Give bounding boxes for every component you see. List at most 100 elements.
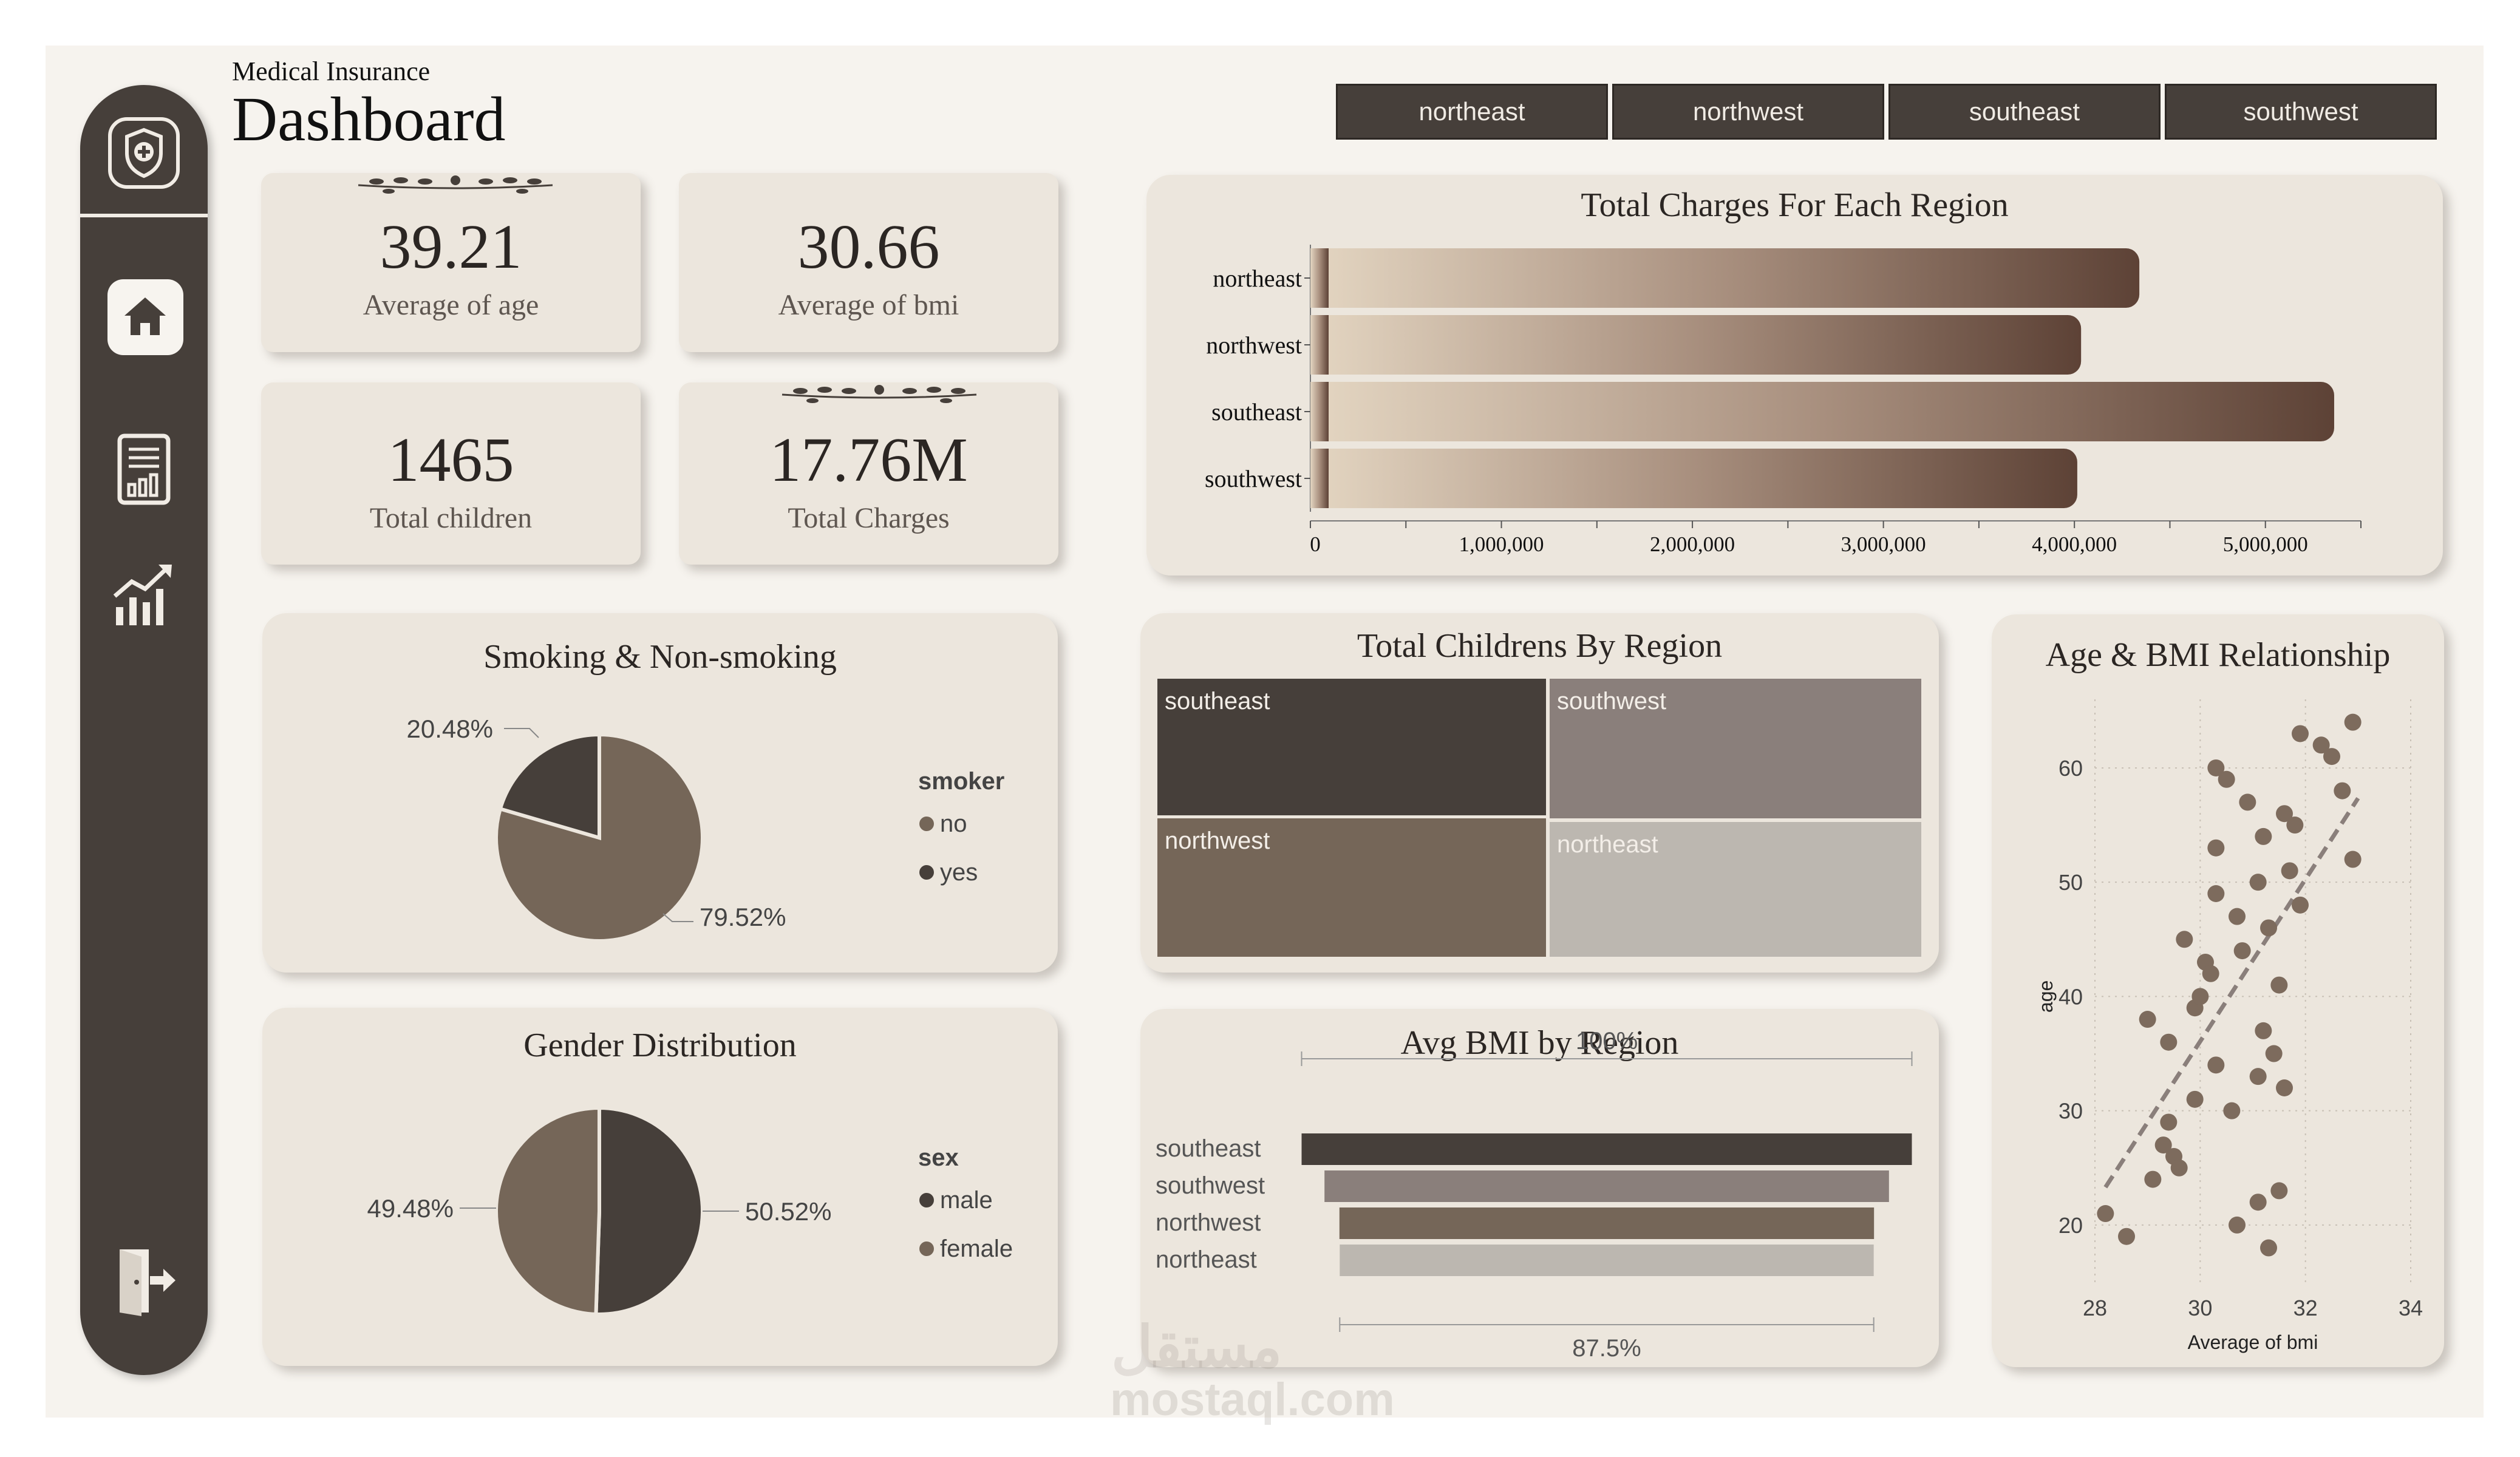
age-bmi-card: Age & BMI Relationship 20 30 40 50 60 28 30 32 3…: [1992, 614, 2444, 1367]
x-tick-label: 0: [1310, 532, 1321, 556]
scatter-point: [2176, 931, 2193, 948]
y-tick-label: 20: [2059, 1213, 2083, 1238]
gender-pie-chart: 50.52% 49.48% sex male female: [367, 1105, 1013, 1317]
kpi-value: 30.66: [797, 212, 940, 282]
funnel-bottom-label: 87.5%: [1572, 1335, 1641, 1362]
scatter-point: [2202, 965, 2219, 982]
scatter-point: [2207, 839, 2225, 857]
scatter-point: [2286, 817, 2304, 834]
age-bmi-scatter: 20 30 40 50 60 28 30 32 34 Average of bmi age: [2035, 699, 2423, 1353]
scatter-point: [2218, 770, 2235, 788]
y-tick-label: northeast: [1213, 265, 1302, 292]
x-tick-label: 1,000,000: [1459, 532, 1544, 556]
avg-bmi-card: Avg BMI by Region 100% southeast southwest…: [1140, 1009, 1939, 1367]
filter-southwest-button[interactable]: southwest: [2165, 84, 2437, 140]
kpi-value: 39.21: [380, 212, 522, 282]
scatter-point: [2223, 1102, 2241, 1119]
trend-line: [2103, 796, 2360, 1189]
y-tick-label: 50: [2059, 870, 2083, 895]
smoking-card: Smoking & Non-smoking 20.48% 79.52% smoker…: [262, 613, 1058, 973]
filter-northwest-button[interactable]: northwest: [1612, 84, 1884, 140]
scatter-point: [2260, 1239, 2277, 1257]
home-icon[interactable]: [107, 279, 183, 355]
scatter-point: [2097, 1205, 2114, 1223]
charges-by-region-card: Total Charges For Each Region northeast n…: [1146, 175, 2443, 576]
bar-square-end: [1310, 248, 1329, 308]
kpi-value: 17.76M: [769, 425, 968, 495]
filter-northeast-button[interactable]: northeast: [1336, 84, 1608, 140]
legend-marker: [919, 817, 934, 831]
x-axis-title: Average of bmi: [2188, 1331, 2318, 1353]
scatter-point: [2154, 1136, 2172, 1154]
scatter-point: [2139, 1011, 2156, 1028]
treemap-label: northeast: [1557, 831, 1658, 858]
pie-slice: [594, 1105, 704, 1316]
funnel-bar: [1324, 1170, 1889, 1202]
logout-icon[interactable]: [107, 1245, 180, 1317]
scatter-point: [2334, 782, 2351, 800]
x-tick-label: 5,000,000: [2223, 532, 2308, 556]
funnel-bar: [1339, 1207, 1875, 1239]
scatter-point: [2144, 1170, 2162, 1188]
x-tick-label: 4,000,000: [2032, 532, 2117, 556]
legend-label: yes: [940, 859, 978, 886]
kpi-card-total-charges: 17.76M Total Charges: [679, 382, 1058, 565]
funnel-bar: [1301, 1133, 1912, 1165]
scatter-point: [2118, 1228, 2135, 1245]
bar-square-end: [1310, 382, 1329, 441]
trend-chart-icon[interactable]: [107, 559, 180, 631]
y-tick-label: northwest: [1206, 331, 1302, 359]
treemap-tile: [1550, 822, 1921, 957]
chart-title: Total Childrens By Region: [1357, 627, 1723, 665]
kpi-card-average-bmi: 30.66 Average of bmi: [679, 173, 1058, 352]
kpi-card-average-age: 39.21 Average of age: [261, 173, 641, 352]
legend-title: smoker: [918, 768, 1004, 795]
pie-slice: [494, 1105, 601, 1317]
scatter-point: [2207, 885, 2225, 902]
kpi-label: Average of age: [363, 289, 539, 321]
watermark-arabic: مستقل: [1111, 1315, 1282, 1379]
scatter-point: [2239, 793, 2256, 811]
funnel-category-label: northwest: [1156, 1209, 1261, 1236]
children-by-region-card: Total Childrens By Region southeast south…: [1140, 613, 1939, 973]
y-tick-label: 30: [2059, 1099, 2083, 1124]
page-title: Dashboard: [232, 84, 506, 154]
legend-title: sex: [918, 1144, 959, 1171]
chart-title: Avg BMI by Region: [1400, 1024, 1679, 1062]
treemap-label: southeast: [1165, 688, 1270, 715]
scatter-point: [2229, 908, 2246, 925]
scatter-point: [2249, 1194, 2267, 1211]
kpi-value: 1465: [387, 425, 514, 495]
charges-bar-chart: northeast northwest southeast southwest 0 1,0…: [1205, 245, 2362, 556]
y-axis-title: age: [2035, 980, 2057, 1013]
scatter-point: [2292, 896, 2309, 914]
x-tick-label: 34: [2399, 1296, 2423, 1320]
slice-label: 20.48%: [407, 715, 493, 743]
scatter-point: [2270, 976, 2288, 994]
treemap-label: southwest: [1557, 688, 1666, 715]
treemap-tile: [1157, 679, 1546, 815]
filter-southeast-button[interactable]: southeast: [1888, 84, 2161, 140]
chart-title: Age & BMI Relationship: [2045, 636, 2391, 674]
avg-bmi-funnel: 100% southeast southwest northwest northeast…: [1156, 1028, 1913, 1362]
kpi-label: Total Charges: [788, 502, 950, 534]
x-tick-label: 28: [2083, 1296, 2107, 1320]
scatter-point: [2186, 1090, 2204, 1108]
bar: [1310, 382, 2334, 441]
scatter-point: [2276, 805, 2293, 823]
shield-plus-icon[interactable]: [107, 117, 180, 189]
x-tick-label: 3,000,000: [1841, 532, 1926, 556]
funnel-category-label: southwest: [1156, 1172, 1265, 1199]
scatter-point: [2255, 827, 2272, 845]
scatter-point: [2344, 851, 2362, 868]
scatter-point: [2265, 1045, 2283, 1062]
leader-line: [504, 728, 539, 738]
scatter-point: [2249, 874, 2267, 891]
page-subtitle: Medical Insurance: [232, 56, 431, 86]
slice-label: 50.52%: [745, 1197, 831, 1226]
scatter-point: [2233, 942, 2251, 960]
scatter-point: [2281, 862, 2298, 880]
scatter-point: [2170, 1159, 2188, 1177]
report-icon[interactable]: [107, 431, 180, 505]
funnel-top-label: 100%: [1576, 1028, 1638, 1055]
